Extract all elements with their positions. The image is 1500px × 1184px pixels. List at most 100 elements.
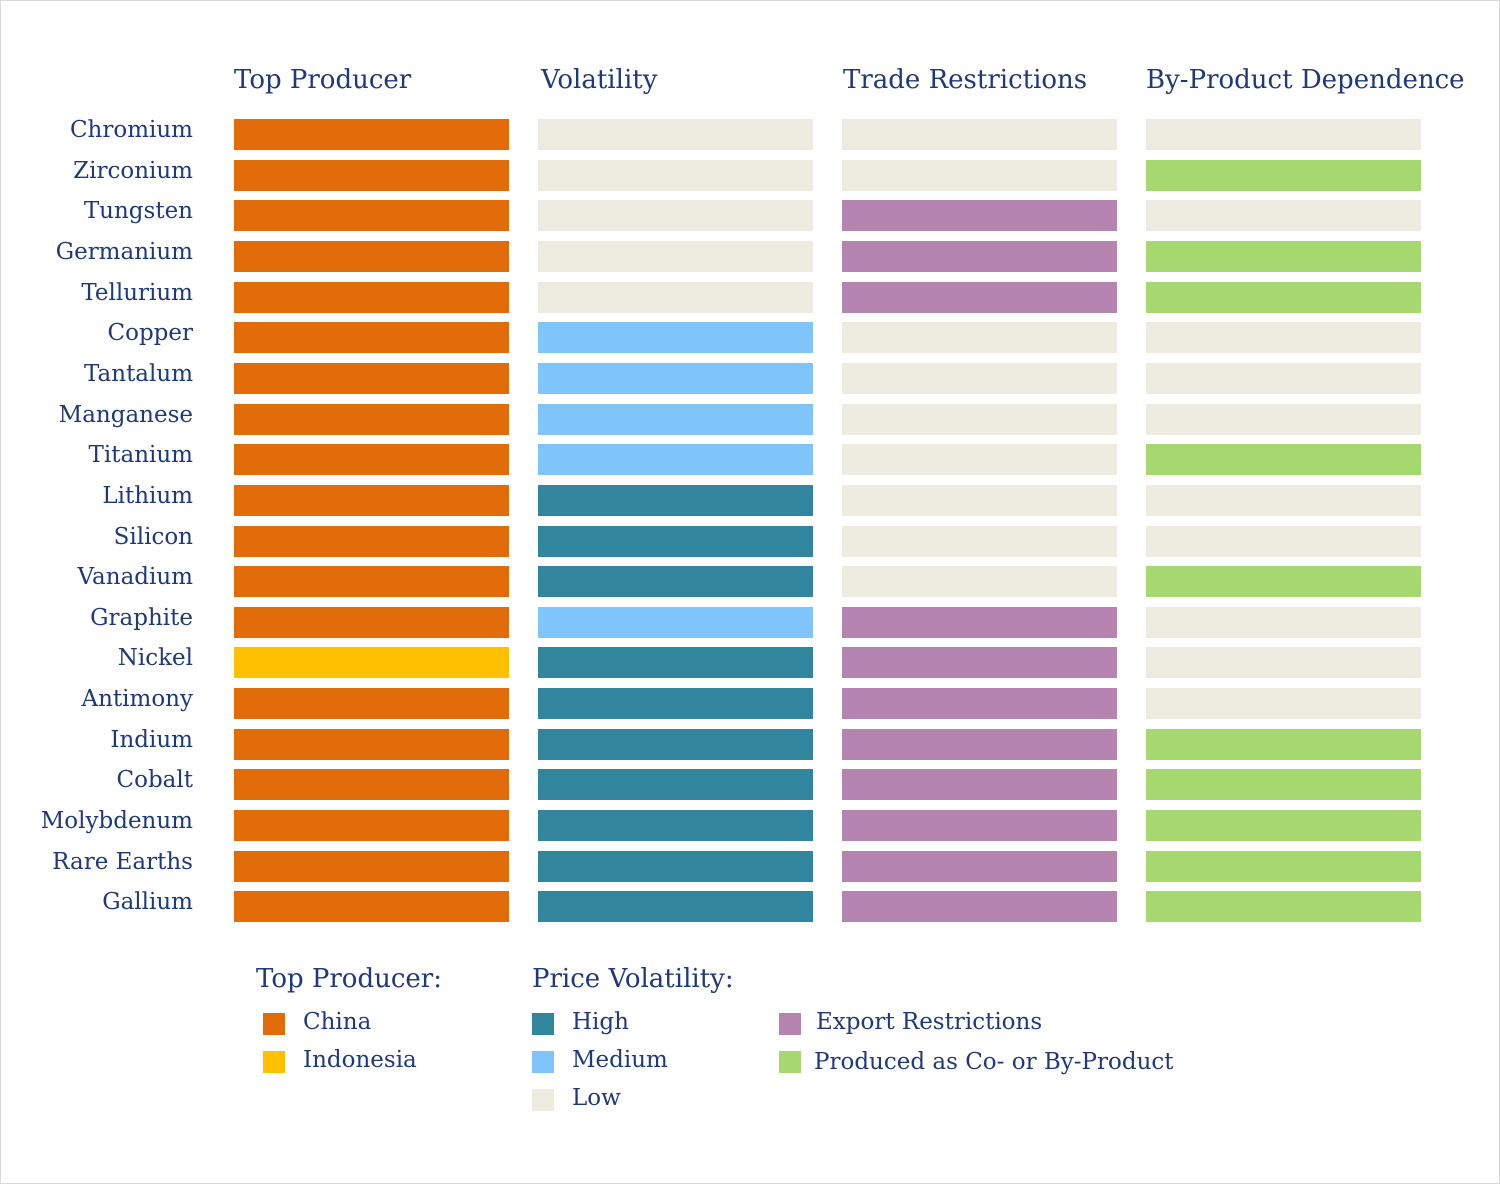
cell-by-product: [1146, 444, 1421, 475]
header-by-product: By-Product Dependence: [1146, 65, 1465, 95]
cell-by-product: [1146, 647, 1421, 678]
cell-top-producer: [234, 566, 509, 597]
cell-volatility: [538, 404, 813, 435]
cell-top-producer: [234, 810, 509, 841]
cell-trade-restrictions: [842, 810, 1117, 841]
legend-swatch-china: [263, 1013, 285, 1035]
cell-top-producer: [234, 851, 509, 882]
row-label: Zirconium: [73, 158, 193, 184]
cell-volatility: [538, 891, 813, 922]
row-label: Silicon: [113, 524, 193, 550]
cell-by-product: [1146, 566, 1421, 597]
cell-top-producer: [234, 322, 509, 353]
cell-volatility: [538, 647, 813, 678]
legend-high: High: [572, 1009, 629, 1035]
row-label: Antimony: [81, 686, 194, 712]
row-label: Rare Earths: [52, 849, 193, 875]
cell-volatility: [538, 851, 813, 882]
cell-by-product: [1146, 322, 1421, 353]
legend-swatch-indonesia: [263, 1051, 285, 1073]
legend-swatch-byproduct: [779, 1051, 801, 1073]
cell-by-product: [1146, 607, 1421, 638]
cell-by-product: [1146, 769, 1421, 800]
cell-top-producer: [234, 485, 509, 516]
cell-by-product: [1146, 282, 1421, 313]
cell-top-producer: [234, 769, 509, 800]
cell-trade-restrictions: [842, 647, 1117, 678]
cell-top-producer: [234, 526, 509, 557]
cell-by-product: [1146, 526, 1421, 557]
cell-trade-restrictions: [842, 729, 1117, 760]
header-top-producer: Top Producer: [234, 65, 412, 95]
cell-by-product: [1146, 688, 1421, 719]
cell-top-producer: [234, 647, 509, 678]
row-label: Tungsten: [83, 198, 193, 224]
row-label: Indium: [110, 727, 193, 753]
cell-trade-restrictions: [842, 404, 1117, 435]
legend-medium: Medium: [572, 1047, 668, 1073]
row-label: Tantalum: [83, 361, 193, 387]
row-label: Manganese: [58, 402, 193, 428]
cell-volatility: [538, 322, 813, 353]
cell-trade-restrictions: [842, 607, 1117, 638]
legend-volatility-title: Price Volatility:: [532, 964, 734, 994]
cell-volatility: [538, 526, 813, 557]
legend-byproduct: Produced as Co- or By-Product: [814, 1049, 1174, 1075]
cell-top-producer: [234, 688, 509, 719]
cell-volatility: [538, 729, 813, 760]
legend-producer-title: Top Producer:: [256, 964, 442, 994]
row-label: Chromium: [69, 117, 193, 143]
cell-by-product: [1146, 241, 1421, 272]
row-label: Cobalt: [116, 767, 193, 793]
cell-trade-restrictions: [842, 851, 1117, 882]
cell-top-producer: [234, 607, 509, 638]
cell-trade-restrictions: [842, 282, 1117, 313]
cell-volatility: [538, 160, 813, 191]
cell-by-product: [1146, 404, 1421, 435]
cell-trade-restrictions: [842, 566, 1117, 597]
row-label: Nickel: [117, 645, 193, 671]
cell-top-producer: [234, 282, 509, 313]
legend-indonesia: Indonesia: [303, 1047, 417, 1073]
legend-swatch-medium: [532, 1051, 554, 1073]
cell-top-producer: [234, 891, 509, 922]
legend-swatch-high: [532, 1013, 554, 1035]
cell-volatility: [538, 444, 813, 475]
cell-trade-restrictions: [842, 322, 1117, 353]
row-label: Tellurium: [81, 280, 193, 306]
row-label: Titanium: [88, 442, 193, 468]
cell-by-product: [1146, 810, 1421, 841]
row-label: Copper: [107, 320, 194, 346]
cell-volatility: [538, 607, 813, 638]
cell-top-producer: [234, 363, 509, 394]
legend-china: China: [303, 1009, 372, 1035]
cell-top-producer: [234, 444, 509, 475]
row-label: Graphite: [90, 605, 193, 631]
cell-volatility: [538, 119, 813, 150]
cell-by-product: [1146, 363, 1421, 394]
cell-top-producer: [234, 119, 509, 150]
cell-volatility: [538, 241, 813, 272]
cell-trade-restrictions: [842, 200, 1117, 231]
cell-top-producer: [234, 404, 509, 435]
cell-trade-restrictions: [842, 119, 1117, 150]
cell-trade-restrictions: [842, 891, 1117, 922]
cell-trade-restrictions: [842, 688, 1117, 719]
row-label: Vanadium: [77, 564, 193, 590]
row-label: Molybdenum: [40, 808, 193, 834]
cell-by-product: [1146, 729, 1421, 760]
cell-by-product: [1146, 485, 1421, 516]
cell-trade-restrictions: [842, 160, 1117, 191]
header-trade-restrictions: Trade Restrictions: [843, 65, 1088, 95]
cell-trade-restrictions: [842, 444, 1117, 475]
cell-top-producer: [234, 241, 509, 272]
cell-volatility: [538, 363, 813, 394]
header-volatility: Volatility: [541, 65, 658, 95]
legend-swatch-low: [532, 1089, 554, 1111]
cell-trade-restrictions: [842, 769, 1117, 800]
cell-volatility: [538, 282, 813, 313]
cell-top-producer: [234, 160, 509, 191]
cell-top-producer: [234, 200, 509, 231]
cell-by-product: [1146, 160, 1421, 191]
